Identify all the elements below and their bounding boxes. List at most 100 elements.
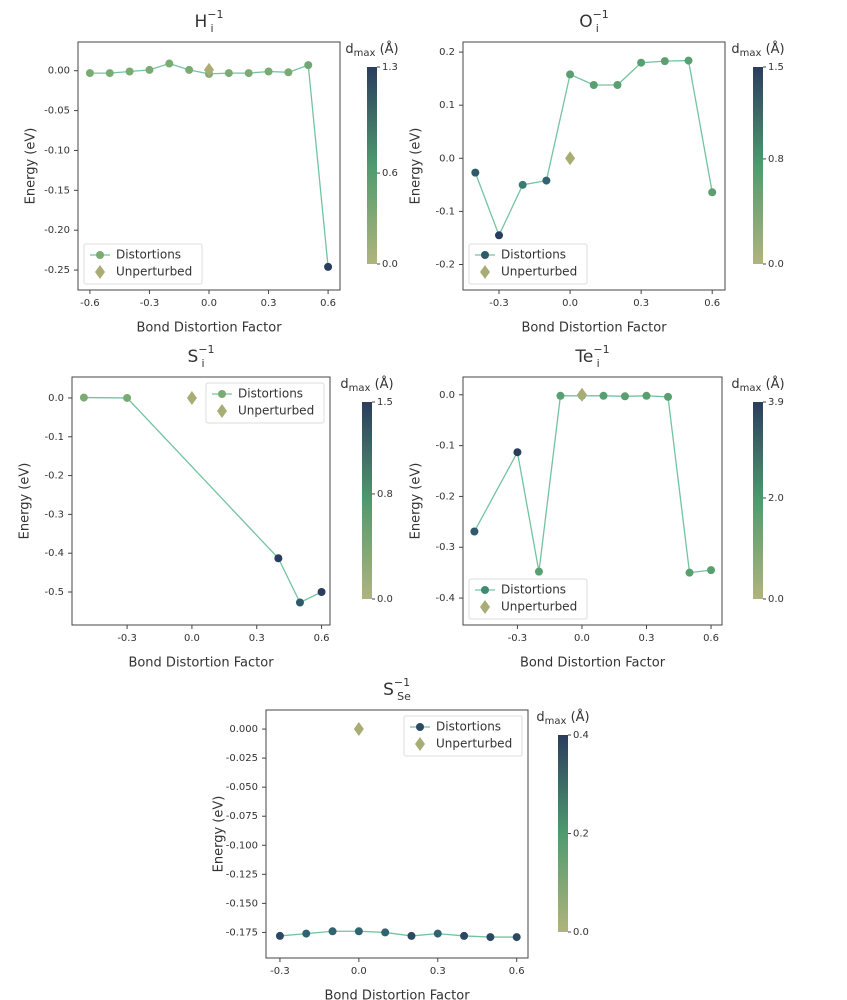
y-tick-label: -0.3 [44,509,64,520]
data-point [642,391,651,400]
data-point [599,391,608,400]
x-tick-label: 0.0 [562,298,578,309]
y-tick-label: -0.100 [226,840,258,851]
x-axis-label: Bond Distortion Factor [324,989,470,1000]
y-tick-label: 0.00 [48,66,70,77]
title-base: S [383,680,394,700]
y-tick-label: -0.2 [44,471,64,482]
data-point [324,262,333,271]
x-tick-label: 0.0 [201,298,217,309]
series-line [473,395,712,574]
colorbar-label-sub: max [740,48,762,59]
x-tick-label: 0.6 [320,298,336,309]
data-point [264,67,273,76]
y-tick-label: -0.1 [435,206,455,217]
unperturbed-marker [186,390,197,405]
data-point [513,448,522,457]
x-tick-label: 0.6 [509,966,525,977]
y-tick-label: 0.2 [439,47,455,58]
data-point [165,59,174,68]
legend-label: Unperturbed [116,265,192,279]
colorbar-label-sub: max [349,383,371,394]
x-tick-label: -0.3 [140,298,160,309]
y-tick-label: -0.1 [435,441,455,452]
data-point [512,933,521,942]
unperturbed-marker [576,387,587,402]
unperturbed-marker [565,151,576,166]
data-point [123,393,132,402]
x-tick-label: 0.3 [249,633,265,644]
chart-panel: Te−1 i -0.3 0.0 0.3 0.6 0.0 -0.1 -0.2 -0.3 -0.4 Bon… [409,343,785,671]
y-tick-label: -0.025 [226,753,258,764]
data-point [284,68,293,77]
colorbar-label-base: d [340,377,348,392]
data-point [381,928,390,937]
colorbar-tick-label: 3.9 [768,397,784,408]
data-point [486,933,495,942]
data-point [495,231,504,240]
x-axis-label: Bond Distortion Factor [128,656,274,671]
legend-marker [480,600,490,614]
title-sub: Se [397,690,411,703]
chart-title: O−1 i [579,8,609,35]
data-point [685,568,694,577]
data-point [302,929,311,938]
y-tick-label: -0.125 [226,869,258,880]
colorbar-label-rest: (Å) [370,376,393,392]
y-tick-label: 0.000 [229,724,258,735]
data-point [125,67,134,76]
colorbar-tick-label: 0.8 [377,489,393,500]
y-tick-label: -0.4 [44,548,64,559]
y-tick-label: -0.075 [226,811,258,822]
data-point [684,56,693,65]
x-axis-label: Bond Distortion Factor [136,321,282,336]
legend-marker [480,265,490,279]
colorbar-label-base: d [731,42,739,57]
data-point [275,931,284,940]
series-line [279,930,517,938]
legend-marker [481,586,489,594]
data-point [145,65,154,74]
data-point [534,567,543,576]
x-tick-label: -0.6 [80,298,100,309]
colorbar-tick-label: 0.0 [377,594,393,605]
title-sub: i [211,22,214,35]
data-point [470,527,479,536]
chart-title: H−1 i [194,8,223,35]
colorbar-tick-label: 1.3 [382,62,398,73]
data-point [304,61,313,70]
data-point [460,931,469,940]
y-axis-label: Energy (eV) [18,463,33,540]
legend-label: Unperturbed [501,600,577,614]
legend-marker [415,737,425,751]
colorbar [753,67,763,264]
y-axis-label: Energy (eV) [212,796,227,873]
y-tick-label: -0.050 [226,782,258,793]
y-axis-label: Energy (eV) [409,463,424,540]
plot-frame [71,376,331,626]
y-tick-label: 0.0 [439,153,455,164]
data-point [556,391,565,400]
legend-box [403,715,523,757]
colorbar-label-rest: (Å) [375,41,398,57]
unperturbed-marker [204,62,214,77]
data-point [660,57,669,66]
colorbar-label: dmax (Å) [731,41,784,60]
chart-title: Te−1 i [574,343,609,370]
colorbar-label: dmax (Å) [340,376,393,395]
y-tick-label: -0.10 [44,145,70,156]
data-point [224,69,233,78]
colorbar-tick-label: 0.0 [768,594,784,605]
x-tick-label: 0.3 [633,298,649,309]
x-tick-label: 0.0 [184,633,200,644]
y-tick-label: 0.0 [48,393,64,404]
colorbar [367,67,377,264]
data-point [295,598,304,607]
title-sup: −1 [593,343,609,356]
x-tick-label: -0.3 [489,298,509,309]
colorbar-tick-label: 0.0 [382,259,398,270]
data-point [471,168,480,177]
legend-box [468,578,588,620]
x-tick-label: 0.3 [639,633,655,644]
